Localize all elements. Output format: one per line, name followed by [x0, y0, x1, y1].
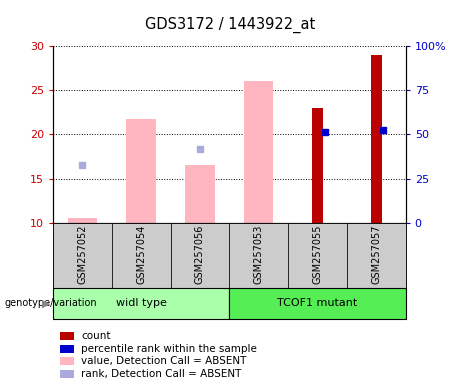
Text: GSM257053: GSM257053 [254, 224, 264, 284]
Bar [244, 81, 273, 223]
Text: widl type: widl type [116, 298, 166, 308]
Text: GSM257055: GSM257055 [313, 224, 323, 284]
Bar [112, 223, 171, 288]
Bar [229, 223, 288, 288]
Bar [53, 288, 230, 319]
Bar [185, 166, 215, 223]
Text: rank, Detection Call = ABSENT: rank, Detection Call = ABSENT [81, 369, 242, 379]
Text: genotype/variation: genotype/variation [5, 298, 97, 308]
Bar [60, 345, 74, 353]
Text: GSM257057: GSM257057 [371, 224, 381, 284]
Bar [288, 223, 347, 288]
Text: GDS3172 / 1443922_at: GDS3172 / 1443922_at [145, 17, 316, 33]
Bar [171, 223, 230, 288]
Bar [229, 288, 406, 319]
Text: TCOF1 mutant: TCOF1 mutant [278, 298, 358, 308]
Bar [347, 223, 406, 288]
Text: count: count [81, 331, 111, 341]
Bar [312, 108, 323, 223]
Text: ▶: ▶ [42, 298, 50, 308]
Text: GSM257052: GSM257052 [77, 224, 88, 284]
Text: value, Detection Call = ABSENT: value, Detection Call = ABSENT [81, 356, 247, 366]
Bar [126, 119, 156, 223]
Text: percentile rank within the sample: percentile rank within the sample [81, 344, 257, 354]
Bar [53, 223, 112, 288]
Bar [60, 358, 74, 366]
Text: GSM257054: GSM257054 [136, 224, 146, 284]
Bar [371, 55, 382, 223]
Bar [60, 370, 74, 378]
Text: GSM257056: GSM257056 [195, 224, 205, 284]
Bar [60, 333, 74, 341]
Bar [68, 218, 97, 223]
